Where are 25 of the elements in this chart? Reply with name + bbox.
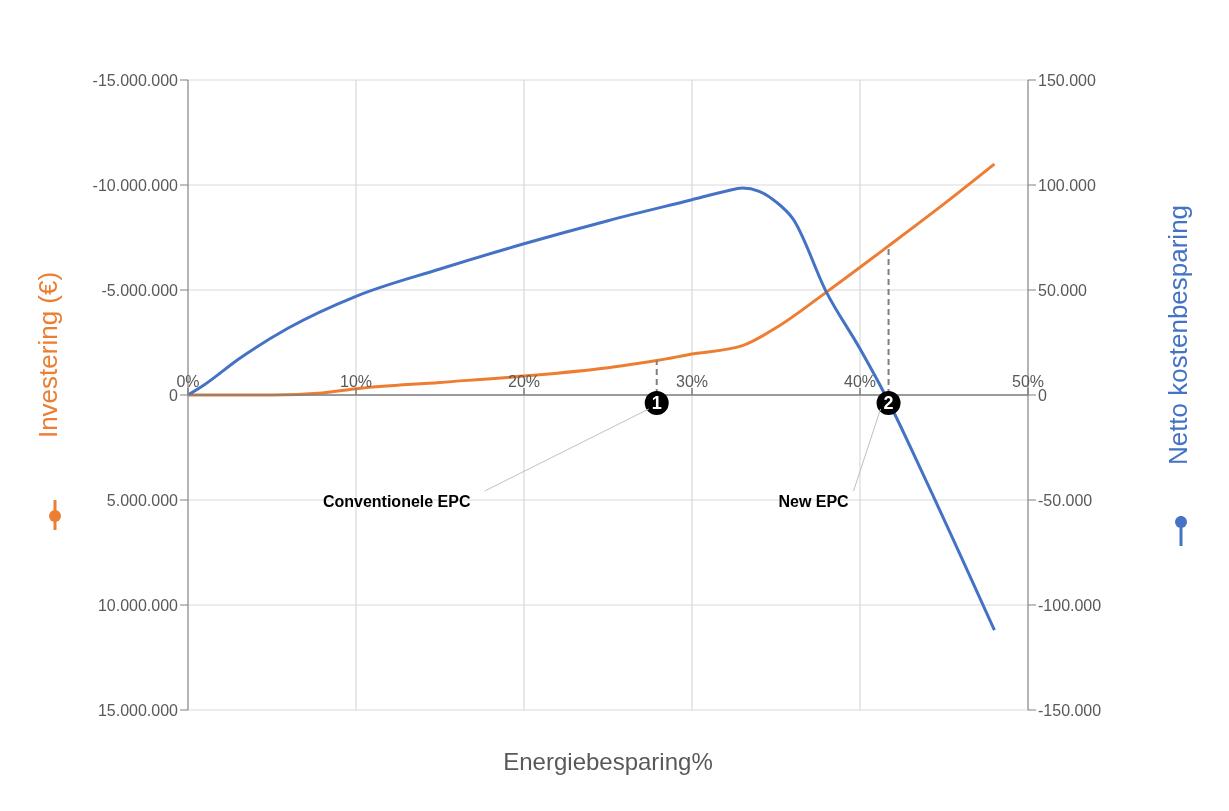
y2-axis-title: Netto kostenbesparing [1163,204,1194,466]
y2-tick-label: -150.000 [1038,701,1102,719]
y-tick-label: 5.000.000 [106,491,179,509]
annotation: 1 [651,393,662,413]
annotation: 2 [883,393,894,413]
x-tick-label: 0% [176,373,200,390]
annotation: New EPC [778,493,850,510]
x-axis-title: Energiebesparing% [503,748,713,775]
y-tick-label: 0 [169,386,179,404]
y2-tick-label: 50.000 [1038,281,1088,299]
y2-tick-label: 150.000 [1038,71,1096,89]
y-tick-label: -15.000.000 [92,71,179,89]
y-axis-title: Investering (€) [33,271,64,439]
y-tick-label: -5.000.000 [101,281,179,299]
y2-tick-label: -100.000 [1038,596,1102,614]
x-tick-label: 40% [843,373,877,390]
x-tick-label: 30% [675,373,709,390]
y-tick-label: 10.000.000 [97,596,179,614]
y2-tick-label: 100.000 [1038,176,1096,194]
x-tick-label: 10% [339,373,373,390]
y-tick-label: 15.000.000 [97,701,179,719]
x-tick-label: 20% [507,373,541,390]
y-tick-label: -10.000.000 [92,176,179,194]
annotation: Conventionele EPC [322,493,471,510]
y2-tick-label: -50.000 [1038,491,1093,509]
